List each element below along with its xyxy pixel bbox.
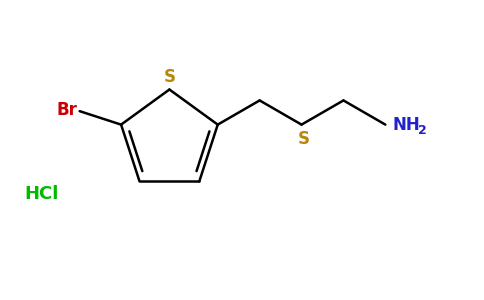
- Text: 2: 2: [418, 124, 426, 137]
- Text: S: S: [298, 130, 310, 148]
- Text: HCl: HCl: [24, 184, 59, 202]
- Text: NH: NH: [393, 116, 421, 134]
- Text: S: S: [164, 68, 175, 85]
- Text: Br: Br: [57, 101, 77, 119]
